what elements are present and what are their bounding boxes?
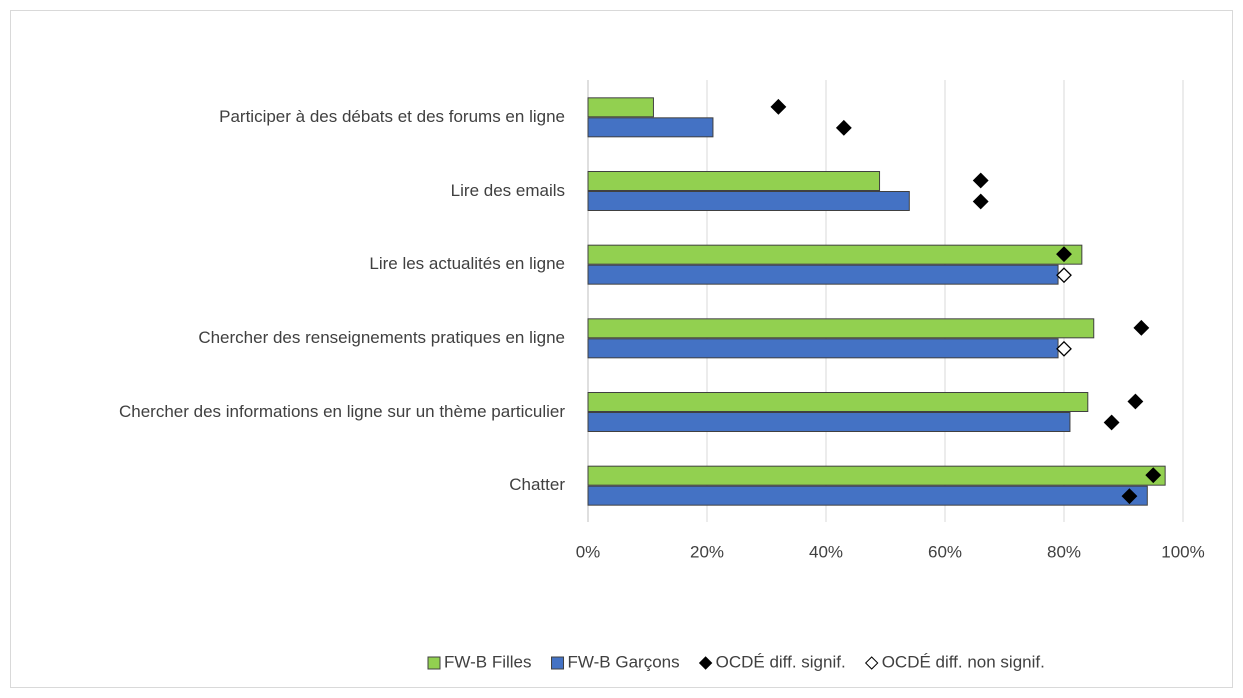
bar xyxy=(587,465,1166,486)
legend-swatch xyxy=(551,656,565,670)
oecd-marker xyxy=(1056,246,1072,263)
legend-label: FW-B Filles xyxy=(444,652,532,671)
oecd-marker xyxy=(1133,319,1150,336)
x-tick-label: 80% xyxy=(1047,542,1081,561)
category-label: Lire des emails xyxy=(450,180,565,200)
bar xyxy=(587,171,881,191)
bar xyxy=(587,264,1059,285)
oecd-marker xyxy=(1056,267,1072,284)
legend-marker xyxy=(698,656,713,670)
bar xyxy=(587,338,1059,359)
category-label: Chercher des informations en ligne sur u… xyxy=(118,401,565,421)
oecd-marker xyxy=(972,172,989,189)
legend-label: FW-B Garçons xyxy=(568,652,680,671)
oecd-marker xyxy=(835,119,852,136)
chart-border xyxy=(10,10,1233,688)
oecd-marker xyxy=(972,193,989,210)
oecd-marker xyxy=(1121,488,1138,505)
x-tick-label: 100% xyxy=(1161,542,1204,561)
bar xyxy=(587,244,1083,265)
bar xyxy=(587,97,654,118)
bar xyxy=(587,318,1095,339)
oecd-marker xyxy=(1103,414,1120,431)
bar xyxy=(587,117,714,138)
x-tick-label: 0% xyxy=(576,542,601,561)
category-label: Chatter xyxy=(509,475,565,495)
oecd-marker xyxy=(770,98,787,115)
bar xyxy=(587,191,910,211)
category-label: Chercher des renseignements pratiques en… xyxy=(198,327,565,347)
x-tick-label: 40% xyxy=(809,542,843,561)
legend-marker xyxy=(864,656,879,670)
category-label: Participer à des débats et des forums en… xyxy=(219,106,565,126)
bar xyxy=(587,412,1071,432)
bar xyxy=(587,392,1089,412)
category-label: Lire les actualités en ligne xyxy=(369,254,565,274)
legend-swatch xyxy=(427,656,441,670)
legend-label: OCDÉ diff. non signif. xyxy=(882,652,1045,671)
oecd-marker xyxy=(1056,340,1072,357)
x-tick-label: 60% xyxy=(928,542,962,561)
legend-label: OCDÉ diff. signif. xyxy=(716,652,846,671)
x-tick-label: 20% xyxy=(690,542,724,561)
oecd-marker xyxy=(1145,467,1162,484)
bar xyxy=(587,485,1148,506)
oecd-marker xyxy=(1127,393,1144,410)
